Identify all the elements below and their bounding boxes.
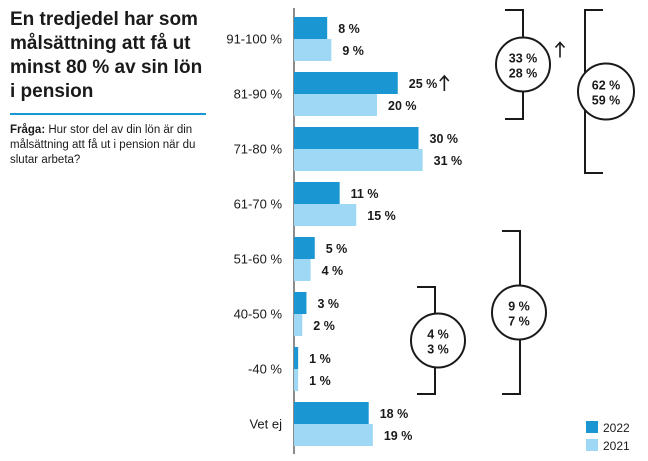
value-label-2021-40: 1 % — [309, 374, 331, 388]
legend-label-2022: 2022 — [603, 421, 630, 435]
group-circle-3 — [410, 312, 466, 369]
category-label-71-80: 71-80 % — [234, 142, 283, 157]
increase-arrow-icon — [439, 74, 450, 91]
value-label-2022-81-90: 25 % — [409, 77, 438, 91]
legend-swatch-2022 — [586, 421, 598, 433]
chart-title: En tredjedel har som målsättning att få … — [10, 9, 203, 102]
group-circle-1 — [495, 36, 551, 93]
value-label-2022-40-50: 3 % — [317, 297, 339, 311]
category-label-40-50: 40-50 % — [234, 307, 283, 322]
survey-question: Fråga: Hur stor del av din lön är din må… — [10, 123, 215, 168]
bar-2021-51-60 — [294, 259, 311, 281]
value-label-2022-61-70: 11 % — [351, 187, 379, 201]
group-total-2022-1: 33 % — [509, 52, 538, 66]
group-total-2022-2: 62 % — [592, 79, 621, 93]
category-label-91-100: 91-100 % — [226, 32, 282, 47]
group-circle-2 — [577, 62, 635, 121]
category-label-51-60: 51-60 % — [234, 252, 283, 267]
value-label-2021-40-50: 2 % — [313, 319, 335, 333]
value-label-2022-71-80: 30 % — [430, 132, 459, 146]
value-label-2022-51-60: 5 % — [326, 242, 348, 256]
value-label-2021-51-60: 4 % — [322, 264, 344, 278]
bar-2021-61-70 — [294, 204, 357, 226]
category-label-40: -40 % — [248, 362, 282, 377]
question-label: Fråga: — [10, 124, 46, 136]
title-divider — [10, 113, 206, 115]
bar-2021-91-100 — [294, 39, 332, 61]
bar-2022-81-90 — [294, 72, 398, 94]
value-label-2021-81-90: 20 % — [388, 99, 417, 113]
value-label-2021-61-70: 15 % — [367, 209, 396, 223]
bar-2022-40 — [294, 347, 299, 369]
bar-2021-40-50 — [294, 314, 303, 336]
group-total-2022-4: 9 % — [508, 300, 530, 314]
legend-swatch-2021 — [586, 439, 598, 451]
bar-2021-81-90 — [294, 94, 377, 116]
legend-label-2021: 2021 — [603, 439, 630, 453]
bar-2022-40-50 — [294, 292, 307, 314]
bar-2022-vet-ej — [294, 402, 369, 424]
group-total-2021-4: 7 % — [508, 315, 530, 329]
group-total-2022-3: 4 % — [427, 328, 449, 342]
value-label-2022-vet-ej: 18 % — [380, 407, 409, 421]
value-label-2021-71-80: 31 % — [434, 154, 463, 168]
group-increase-arrow-icon — [554, 41, 566, 58]
group-circle-4 — [491, 284, 547, 341]
bar-2022-91-100 — [294, 17, 328, 39]
category-label-81-90: 81-90 % — [234, 87, 283, 102]
group-total-2021-3: 3 % — [427, 343, 449, 357]
bar-2021-40 — [294, 369, 299, 391]
group-total-2021-1: 28 % — [509, 67, 538, 81]
group-total-2021-2: 59 % — [592, 94, 621, 108]
category-label-61-70: 61-70 % — [234, 197, 283, 212]
value-label-2021-91-100: 9 % — [342, 44, 364, 58]
question-text: Hur stor del av din lön är din målsättni… — [10, 124, 196, 166]
category-label-vet-ej: Vet ej — [249, 417, 282, 432]
bar-2022-61-70 — [294, 182, 340, 204]
value-label-2022-91-100: 8 % — [338, 22, 360, 36]
bar-2021-vet-ej — [294, 424, 373, 446]
value-label-2021-vet-ej: 19 % — [384, 429, 413, 443]
bar-2022-71-80 — [294, 127, 419, 149]
bar-2021-71-80 — [294, 149, 423, 171]
bar-2022-51-60 — [294, 237, 315, 259]
value-label-2022-40: 1 % — [309, 352, 331, 366]
